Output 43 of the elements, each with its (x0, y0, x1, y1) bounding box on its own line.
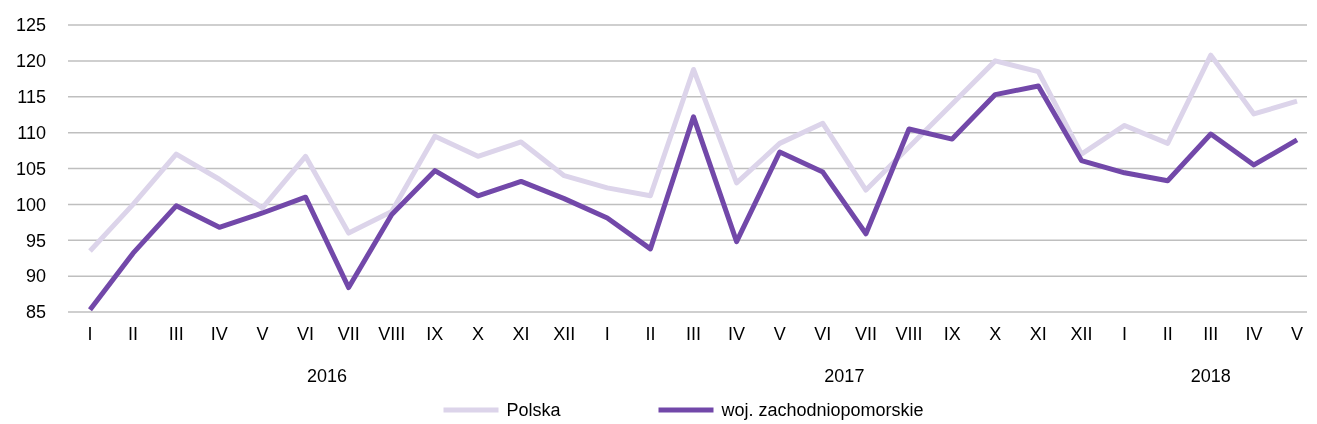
x-tick-label: VII (337, 324, 360, 344)
legend-label: woj. zachodniopomorskie (720, 400, 924, 420)
x-tick-label: IX (426, 324, 444, 344)
x-tick-label: VI (814, 324, 832, 344)
y-tick-label: 90 (25, 266, 46, 287)
x-tick-label: V (256, 324, 269, 344)
x-tick-label: VI (297, 324, 315, 344)
x-tick-label: XII (1070, 324, 1093, 344)
x-tick-label: XII (553, 324, 576, 344)
x-tick-label: VII (854, 324, 877, 344)
legend-label: Polska (506, 400, 562, 420)
y-tick-label: 115 (17, 87, 46, 108)
x-tick-label: I (87, 324, 93, 344)
x-tick-label: IX (943, 324, 961, 344)
x-tick-label: III (168, 324, 184, 344)
x-tick-label: XI (512, 324, 530, 344)
y-tick-label: 105 (15, 158, 46, 179)
x-tick-label: I (604, 324, 610, 344)
x-tick-label: II (128, 324, 139, 344)
x-tick-label: X (989, 324, 1002, 344)
x-tick-label: II (645, 324, 656, 344)
x-tick-label: III (685, 324, 702, 344)
x-tick-label: V (773, 324, 786, 344)
y-tick-label: 100 (15, 194, 46, 215)
text: 2018 (1190, 366, 1231, 386)
x-tick-label: VIII (378, 324, 406, 344)
x-tick-label: III (1203, 324, 1219, 344)
x-tick-label: X (471, 324, 484, 344)
x-tick-label: XI (1029, 324, 1047, 344)
y-tick-label: 95 (25, 230, 46, 251)
y-tick-label: 125 (15, 15, 46, 36)
y-tick-label: 120 (15, 51, 46, 72)
x-tick-label: II (1162, 324, 1173, 344)
x-tick-label: VIII (895, 324, 923, 344)
text: 2016 (307, 366, 348, 386)
text: 2017 (824, 366, 865, 386)
y-tick-label: 110 (17, 122, 46, 143)
x-tick-label: I (1122, 324, 1128, 344)
x-tick-label: IV (728, 324, 746, 344)
y-tick-label: 85 (25, 302, 46, 323)
x-tick-label: V (1290, 324, 1304, 344)
x-tick-label: IV (210, 324, 228, 344)
x-tick-label: IV (1245, 324, 1263, 344)
